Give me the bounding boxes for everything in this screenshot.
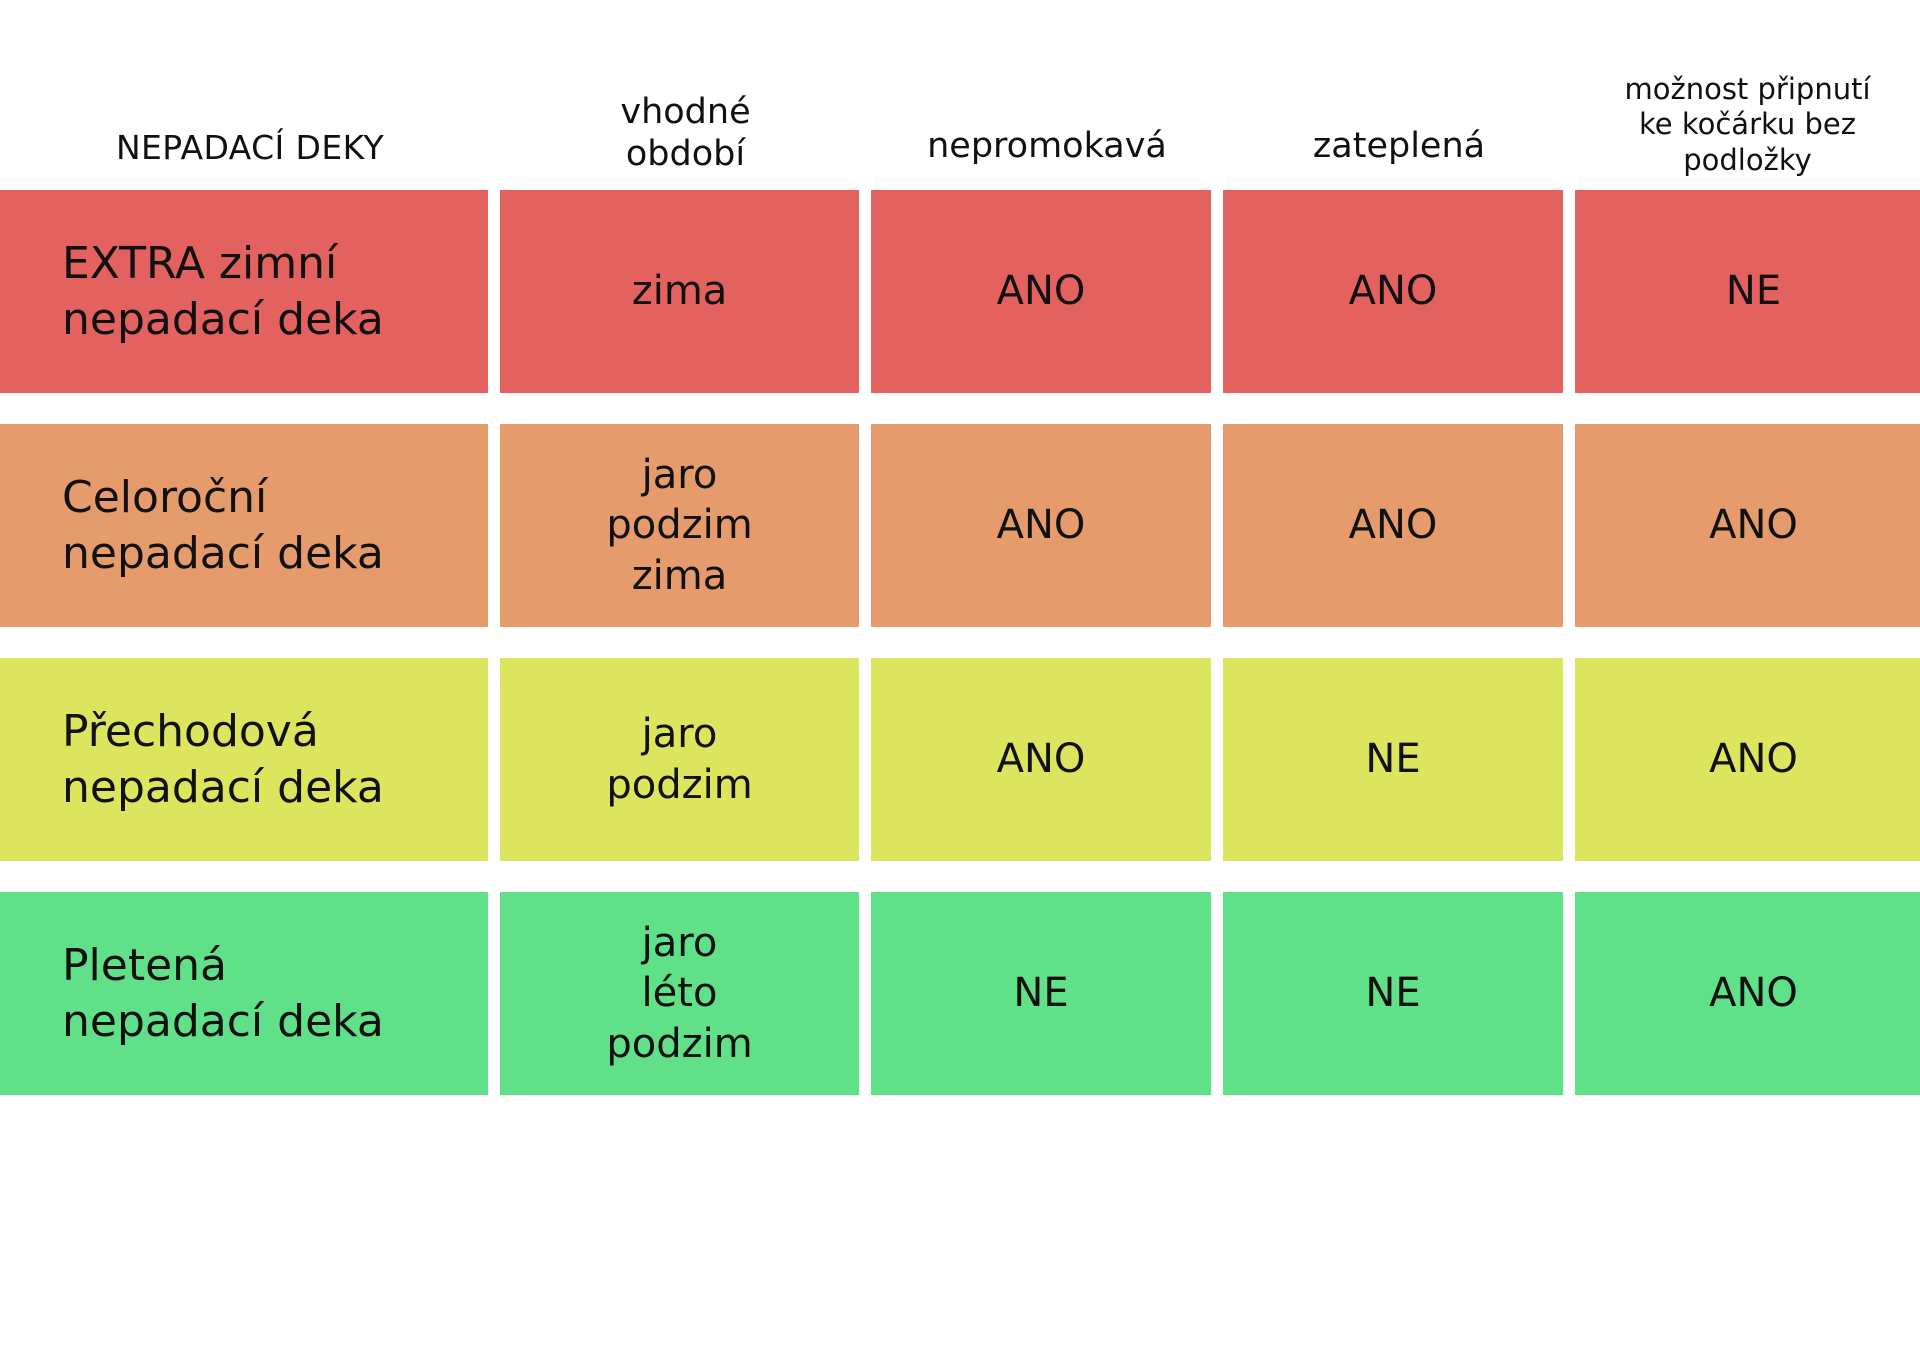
product-name-cell: Celoroční nepadací deka bbox=[0, 424, 488, 627]
waterproof-value: ANO bbox=[996, 268, 1086, 315]
season-text: zima bbox=[632, 266, 728, 316]
insulated-value: ANO bbox=[1348, 268, 1438, 315]
table-row: Pletená nepadací deka jaro léto podzim N… bbox=[0, 892, 1920, 1095]
column-header-product: NEPADACÍ DEKY bbox=[0, 128, 500, 190]
insulated-cell: ANO bbox=[1223, 424, 1563, 627]
product-name-text: Přechodová nepadací deka bbox=[62, 704, 384, 815]
insulated-value: NE bbox=[1365, 970, 1421, 1017]
season-line: léto bbox=[641, 970, 718, 1017]
season-line: jaro bbox=[641, 711, 718, 758]
stroller-attach-cell: ANO bbox=[1575, 892, 1920, 1095]
season-text: jaro podzim bbox=[606, 709, 752, 810]
season-line: podzim bbox=[606, 502, 753, 549]
column-header-waterproof: nepromokavá bbox=[871, 125, 1223, 190]
season-line: zima bbox=[631, 552, 728, 599]
waterproof-cell: ANO bbox=[871, 658, 1211, 861]
table-header-row: NEPADACÍ DEKY vhodné období nepromokavá … bbox=[0, 0, 1920, 190]
waterproof-value: ANO bbox=[996, 502, 1086, 549]
insulated-cell: ANO bbox=[1223, 190, 1563, 393]
waterproof-value: ANO bbox=[996, 736, 1086, 783]
season-cell: zima bbox=[500, 190, 859, 393]
product-name-line: nepadací deka bbox=[62, 761, 384, 813]
column-header-season: vhodné období bbox=[500, 91, 871, 190]
season-text: jaro léto podzim bbox=[606, 918, 752, 1069]
product-name-line: nepadací deka bbox=[62, 293, 384, 345]
waterproof-cell: ANO bbox=[871, 424, 1211, 627]
product-name-line: Celoroční bbox=[62, 472, 268, 524]
product-name-cell: EXTRA zimní nepadací deka bbox=[0, 190, 488, 393]
product-name-line: Přechodová bbox=[62, 706, 319, 758]
waterproof-cell: NE bbox=[871, 892, 1211, 1095]
table-row: Celoroční nepadací deka jaro podzim zima… bbox=[0, 424, 1920, 627]
season-cell: jaro podzim bbox=[500, 658, 859, 861]
product-name-line: nepadací deka bbox=[62, 527, 384, 579]
column-header-insulated-text: zateplená bbox=[1223, 125, 1575, 168]
column-header-stroller-attach-text: možnost připnutí ke kočárku bez podložky bbox=[1585, 72, 1910, 178]
season-text: jaro podzim zima bbox=[606, 450, 752, 601]
stroller-attach-cell: ANO bbox=[1575, 658, 1920, 861]
column-header-insulated: zateplená bbox=[1223, 125, 1575, 190]
header-line: vhodné bbox=[620, 91, 751, 132]
season-line: podzim bbox=[606, 1020, 753, 1067]
column-header-waterproof-text: nepromokavá bbox=[871, 125, 1223, 168]
column-header-season-text: vhodné období bbox=[500, 91, 871, 176]
column-header-stroller-attach: možnost připnutí ke kočárku bez podložky bbox=[1575, 72, 1920, 190]
insulated-cell: NE bbox=[1223, 892, 1563, 1095]
table-row: EXTRA zimní nepadací deka zima ANO ANO N… bbox=[0, 190, 1920, 393]
product-name-text: Celoroční nepadací deka bbox=[62, 470, 384, 581]
header-line: období bbox=[625, 134, 746, 175]
product-name-text: EXTRA zimní nepadací deka bbox=[62, 236, 384, 347]
insulated-value: ANO bbox=[1348, 502, 1438, 549]
season-cell: jaro léto podzim bbox=[500, 892, 859, 1095]
stroller-attach-cell: NE bbox=[1575, 190, 1920, 393]
header-line: ke kočárku bez bbox=[1639, 107, 1856, 142]
table-row: Přechodová nepadací deka jaro podzim ANO… bbox=[0, 658, 1920, 861]
product-name-cell: Přechodová nepadací deka bbox=[0, 658, 488, 861]
column-header-product-text: NEPADACÍ DEKY bbox=[0, 128, 500, 168]
stroller-attach-value: NE bbox=[1725, 268, 1782, 315]
product-name-text: Pletená nepadací deka bbox=[62, 938, 384, 1049]
header-line: nepromokavá bbox=[927, 126, 1167, 167]
season-line: podzim bbox=[606, 761, 753, 808]
product-name-cell: Pletená nepadací deka bbox=[0, 892, 488, 1095]
header-line: možnost připnutí bbox=[1624, 71, 1871, 106]
header-line: NEPADACÍ DEKY bbox=[115, 127, 385, 167]
waterproof-value: NE bbox=[1013, 970, 1069, 1017]
season-line: jaro bbox=[641, 919, 718, 966]
stroller-attach-value: ANO bbox=[1709, 970, 1798, 1017]
stroller-attach-cell: ANO bbox=[1575, 424, 1920, 627]
season-line: zima bbox=[631, 268, 728, 315]
waterproof-cell: ANO bbox=[871, 190, 1211, 393]
stroller-attach-value: ANO bbox=[1709, 502, 1798, 549]
header-line: zateplená bbox=[1312, 126, 1486, 167]
product-name-line: Pletená bbox=[62, 940, 227, 992]
season-line: jaro bbox=[641, 451, 718, 498]
header-line: podložky bbox=[1683, 142, 1812, 177]
product-name-line: nepadací deka bbox=[62, 995, 384, 1047]
insulated-cell: NE bbox=[1223, 658, 1563, 861]
insulated-value: NE bbox=[1365, 736, 1421, 783]
season-cell: jaro podzim zima bbox=[500, 424, 859, 627]
stroller-attach-value: ANO bbox=[1709, 736, 1798, 783]
product-name-line: EXTRA zimní bbox=[62, 238, 338, 290]
